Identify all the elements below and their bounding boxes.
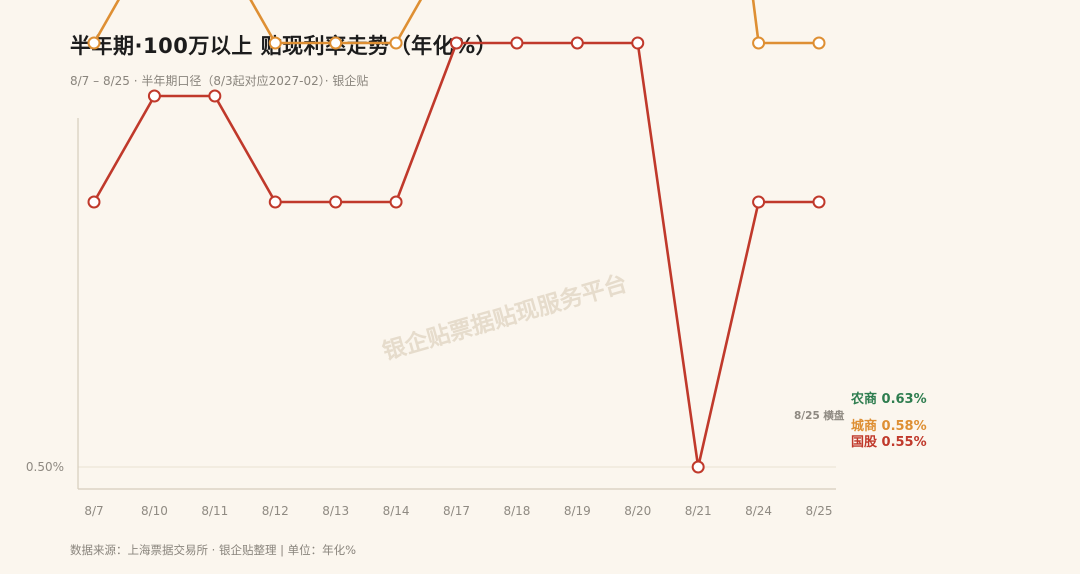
data-point bbox=[87, 36, 101, 50]
grid bbox=[78, 466, 836, 468]
x-tick-label: 8/20 bbox=[624, 504, 651, 518]
x-tick-label: 8/14 bbox=[383, 504, 410, 518]
chart-title: 半年期·100万以上 贴现利率走势（年化%） bbox=[70, 34, 498, 58]
end-labels: 农商 0.63% 城商 0.58%国股 0.55% bbox=[850, 391, 927, 450]
data-point bbox=[752, 195, 766, 209]
axes bbox=[77, 118, 836, 490]
series-line bbox=[92, 41, 819, 469]
series-group bbox=[87, 0, 826, 474]
chart-subtitle: 8/7 – 8/25 · 半年期口径（8/3起对应2027-02）· 银企贴 bbox=[70, 74, 369, 88]
x-tick-label: 8/18 bbox=[503, 504, 530, 518]
data-point bbox=[570, 36, 584, 50]
series-国股 bbox=[87, 36, 826, 474]
x-tick-label: 8/13 bbox=[322, 504, 349, 518]
data-point bbox=[268, 36, 282, 50]
data-point bbox=[329, 36, 343, 50]
y-tick-label: 0.50% bbox=[26, 460, 64, 474]
x-tick-label: 8/10 bbox=[141, 504, 168, 518]
x-tick-label: 8/11 bbox=[201, 504, 228, 518]
x-tick-label: 8/12 bbox=[262, 504, 289, 518]
data-point bbox=[329, 195, 343, 209]
watermark-text: 银企贴票据贴现服务平台 bbox=[380, 270, 631, 366]
source-note: 数据来源：上海票据交易所 · 银企贴整理 | 单位：年化% bbox=[70, 543, 357, 557]
y-axis-ticks: 0.50%0.60%0.70%0.80%0.90%1.00%1.10% bbox=[26, 460, 64, 474]
watermark: 银企贴票据贴现服务平台 bbox=[380, 270, 631, 366]
x-tick-label: 8/24 bbox=[745, 504, 772, 518]
data-point bbox=[631, 36, 645, 50]
data-point bbox=[389, 36, 403, 50]
data-point bbox=[812, 195, 826, 209]
data-point bbox=[812, 36, 826, 50]
x-tick-label: 8/19 bbox=[564, 504, 591, 518]
data-point bbox=[208, 89, 222, 103]
series-end-label: 城商 0.58% bbox=[851, 418, 927, 434]
data-point bbox=[87, 195, 101, 209]
x-tick-label: 8/25 bbox=[806, 504, 833, 518]
x-tick-label: 8/7 bbox=[84, 504, 103, 518]
series-城商 bbox=[87, 0, 826, 50]
data-point bbox=[691, 460, 705, 474]
series-end-label: 农商 0.63% bbox=[850, 391, 927, 407]
data-point bbox=[450, 36, 463, 50]
x-axis-ticks: 8/7 8/10 8/11 8/12 8/13 8/14 8/17 8/18 8/19 8/20 8… bbox=[84, 504, 832, 518]
data-point bbox=[389, 195, 403, 209]
annotation-label: 8/25 横盘 bbox=[794, 409, 845, 422]
data-point bbox=[752, 36, 766, 50]
x-tick-label: 8/17 bbox=[443, 504, 470, 518]
series-end-label: 国股 0.55% bbox=[851, 435, 927, 450]
data-point bbox=[147, 89, 161, 103]
data-point bbox=[268, 195, 282, 209]
data-point bbox=[510, 36, 524, 50]
x-tick-label: 8/21 bbox=[685, 504, 712, 518]
